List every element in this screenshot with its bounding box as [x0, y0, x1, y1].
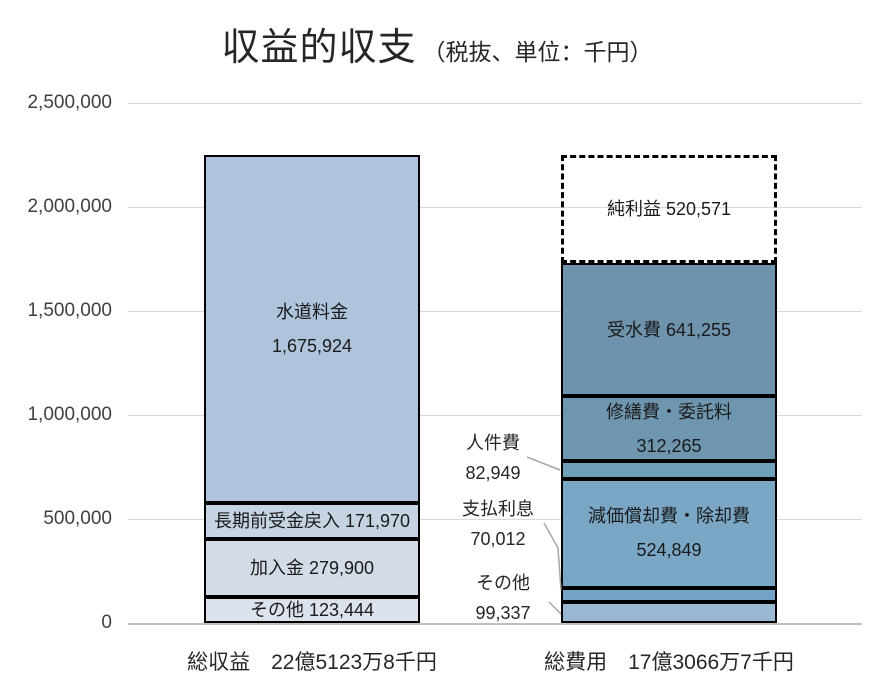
bar-segment-label: 長期前受金戻入 171,970 — [213, 511, 411, 532]
y-axis-tick-label: 0 — [101, 612, 112, 633]
gridline — [128, 103, 862, 104]
bar-segment-label: 水道料金 — [276, 302, 348, 323]
bar-segment-sonota-left: その他 123,444 — [204, 597, 420, 623]
bar-segment-label: 純利益 520,571 — [606, 198, 732, 219]
bar-segment-jinkenhi — [561, 461, 777, 479]
bar-segment-label: 1,675,924 — [271, 336, 353, 357]
bar-segment-shuzenhi-itakuryo: 修繕費・委託料 312,265 — [561, 396, 777, 462]
bar-segment-label: 524,849 — [636, 540, 702, 561]
bar-segment-jusui-hi: 受水費 641,255 — [561, 263, 777, 397]
gridline — [128, 311, 862, 312]
annotation-sonota-value: 99,337 — [475, 603, 531, 623]
y-axis-tick-label: 2,000,000 — [27, 196, 112, 217]
x-axis-line — [128, 623, 862, 625]
chart-title: 収益的収支 （税抜、単位：千円） — [0, 16, 874, 71]
gridline — [128, 519, 862, 520]
bar-segment-label: 減価償却費・除却費 — [588, 506, 750, 527]
annotation-shiharairisoku: 支払利息 70,012 — [443, 494, 553, 554]
y-axis-tick-label: 2,500,000 — [27, 92, 112, 113]
bar-segment-label: 加入金 279,900 — [249, 558, 375, 579]
annotation-jinkenhi-label: 人件費 — [466, 433, 520, 453]
annotation-jinkenhi: 人件費 82,949 — [438, 428, 548, 488]
annotation-shiharairisoku-label: 支払利息 — [462, 499, 534, 519]
bar-segment-suido-ryokin: 水道料金 1,675,924 — [204, 154, 420, 504]
y-axis-tick-label: 500,000 — [43, 508, 112, 529]
bar-segment-junrieki: 純利益 520,571 — [561, 154, 777, 263]
y-axis-tick-label: 1,500,000 — [27, 300, 112, 321]
bar-segment-genka-shokyakuhi: 減価償却費・除却費 524,849 — [561, 478, 777, 588]
bar-segment-label: その他 123,444 — [249, 600, 375, 621]
annotation-shiharairisoku-value: 70,012 — [470, 529, 526, 549]
gridline — [128, 207, 862, 208]
bar-segment-kanyukin: 加入金 279,900 — [204, 539, 420, 598]
bar-segment-label: 受水費 641,255 — [606, 319, 732, 340]
gridline — [128, 415, 862, 416]
category-label-total-cost: 総費用 17億3066万7千円 — [544, 651, 794, 674]
bar-segment-chokimae-ukekin-modoshiire: 長期前受金戻入 171,970 — [204, 503, 420, 540]
category-label-total-revenue: 総収益 22億5123万8千円 — [187, 651, 437, 674]
y-axis-tick-label: 1,000,000 — [27, 404, 112, 425]
bar-segment-label: 修繕費・委託料 — [606, 401, 732, 422]
bar-segment-sonota-right — [561, 602, 777, 623]
annotation-sonota-label: その他 — [476, 573, 530, 593]
bar-segment-label: 312,265 — [636, 435, 702, 456]
annotation-jinkenhi-value: 82,949 — [465, 463, 521, 483]
chart-title-main: 収益的収支 — [221, 27, 417, 69]
bar-segment-shiharai-risoku — [561, 587, 777, 603]
chart-title-sub: （税抜、単位：千円） — [422, 39, 653, 65]
annotation-sonota: その他 99,337 — [448, 568, 558, 628]
